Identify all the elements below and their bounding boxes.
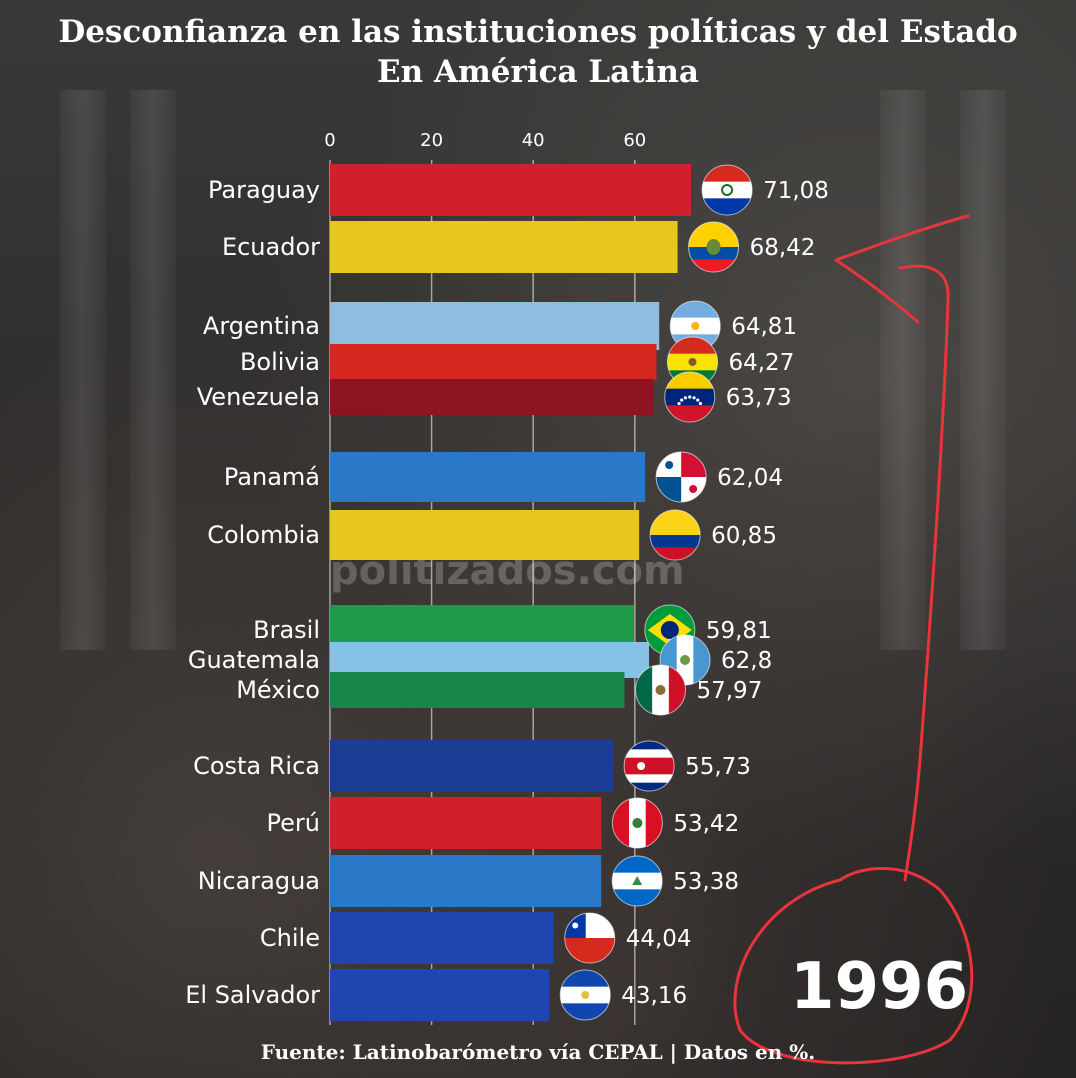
annotation-line <box>898 264 950 882</box>
flag-group <box>634 664 686 716</box>
category-label: Guatemala <box>188 646 320 674</box>
flag-outline <box>564 912 616 964</box>
annotation-arrow <box>834 214 970 324</box>
category-label: Brasil <box>253 616 320 644</box>
value-label: 44,04 <box>626 926 692 952</box>
category-label: Argentina <box>203 312 320 340</box>
category-label: Costa Rica <box>193 752 320 780</box>
year-label: 1996 <box>790 950 969 1024</box>
value-label: 57,97 <box>696 678 762 704</box>
flag-outline <box>634 664 686 716</box>
flag-outline <box>623 740 675 792</box>
flag-group <box>623 740 675 792</box>
source-note: Fuente: Latinobarómetro vía CEPAL | Dato… <box>260 1040 816 1064</box>
value-label: 64,81 <box>731 314 797 340</box>
background-column <box>60 90 106 650</box>
background-column <box>130 90 176 650</box>
flag-group <box>688 221 740 273</box>
category-label: Nicaragua <box>198 867 320 895</box>
category-label: Ecuador <box>222 233 320 261</box>
paraguay-flag <box>702 165 753 215</box>
el-salvador-flag <box>560 970 611 1020</box>
red-annotation <box>733 214 974 1065</box>
flag-group <box>611 797 663 849</box>
bars <box>330 164 692 1021</box>
flag-outline <box>611 855 663 907</box>
category-label: Perú <box>267 809 320 837</box>
category-label: Paraguay <box>208 176 320 204</box>
bar-m-xico <box>330 672 625 708</box>
value-label: 71,08 <box>763 178 829 204</box>
category-label: Panamá <box>224 463 320 491</box>
value-label: 55,73 <box>685 754 751 780</box>
background-column <box>880 90 926 650</box>
value-label: 60,85 <box>711 523 777 549</box>
background-column <box>960 90 1006 650</box>
bar-argentina <box>330 302 660 350</box>
bar-costa-rica <box>330 740 614 792</box>
bar-venezuela <box>330 379 654 415</box>
value-label: 68,42 <box>750 235 816 261</box>
chart-title: Desconfianza en las instituciones políti… <box>0 12 1076 92</box>
flag-outline <box>649 509 701 561</box>
value-label: 53,38 <box>673 869 739 895</box>
flag-group <box>611 855 663 907</box>
flag-group <box>655 451 707 503</box>
value-label: 43,16 <box>621 983 687 1009</box>
bar-nicaragua <box>330 855 602 907</box>
flag-group <box>559 969 611 1021</box>
flag-group <box>664 371 716 423</box>
value-label: 64,27 <box>728 350 794 376</box>
value-label: 59,81 <box>706 618 772 644</box>
title-line-2: En América Latina <box>376 54 699 90</box>
category-label: El Salvador <box>185 981 320 1009</box>
bar-el-salvador <box>330 969 550 1021</box>
value-label: 63,73 <box>726 385 792 411</box>
value-label: 53,42 <box>673 811 739 837</box>
peru-flag <box>612 798 663 848</box>
bar-panam- <box>330 452 646 502</box>
bar-per- <box>330 797 602 849</box>
mexico-flag <box>635 665 686 715</box>
bar-chile <box>330 912 554 964</box>
value-label: 62,04 <box>717 465 783 491</box>
bar-paraguay <box>330 164 692 216</box>
venezuela-flag <box>664 372 715 422</box>
value-label: 62,8 <box>721 648 772 674</box>
flag-outline <box>559 969 611 1021</box>
flag-group <box>701 164 753 216</box>
flag-outline <box>611 797 663 849</box>
bar-ecuador <box>330 221 678 273</box>
flag-outline <box>701 164 753 216</box>
x-tick-label: 40 <box>522 130 545 151</box>
category-label: México <box>236 676 320 704</box>
flag-group <box>649 509 701 561</box>
category-label: Venezuela <box>197 383 320 411</box>
flag-outline <box>655 451 707 503</box>
bar-colombia <box>330 510 640 560</box>
annotation-circle <box>733 866 974 1065</box>
flag-outline <box>688 221 740 273</box>
category-label: Colombia <box>207 521 320 549</box>
costa-rica-flag <box>624 741 675 791</box>
category-label: Chile <box>260 924 320 952</box>
nicaragua-flag <box>612 856 663 906</box>
bar-bolivia <box>330 344 657 380</box>
flag-outline <box>664 371 716 423</box>
flag-group <box>564 912 616 964</box>
category-label: Bolivia <box>240 348 320 376</box>
title-line-1: Desconfianza en las instituciones políti… <box>58 14 1018 50</box>
x-tick-label: 20 <box>420 130 443 151</box>
x-tick-label: 60 <box>623 130 646 151</box>
x-tick-label: 0 <box>324 130 335 151</box>
